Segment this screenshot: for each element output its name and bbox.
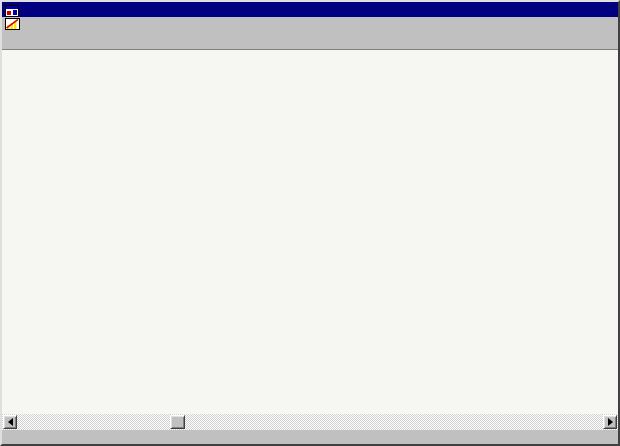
status-bar xyxy=(2,430,618,444)
title-bar xyxy=(2,2,618,17)
app-icon xyxy=(5,4,19,17)
scrollbar-thumb[interactable] xyxy=(170,415,185,429)
scroll-left-button[interactable] xyxy=(3,415,17,429)
scroll-right-icon xyxy=(607,418,613,426)
scroll-right-button[interactable] xyxy=(603,415,617,429)
toolbar xyxy=(2,31,618,50)
client-area xyxy=(2,50,618,414)
scroll-left-icon xyxy=(7,418,13,426)
horizontal-scrollbar[interactable] xyxy=(2,414,618,430)
chart-document-icon xyxy=(5,18,20,30)
risk-analysis-chart xyxy=(2,51,620,414)
menu-bar xyxy=(2,17,618,31)
